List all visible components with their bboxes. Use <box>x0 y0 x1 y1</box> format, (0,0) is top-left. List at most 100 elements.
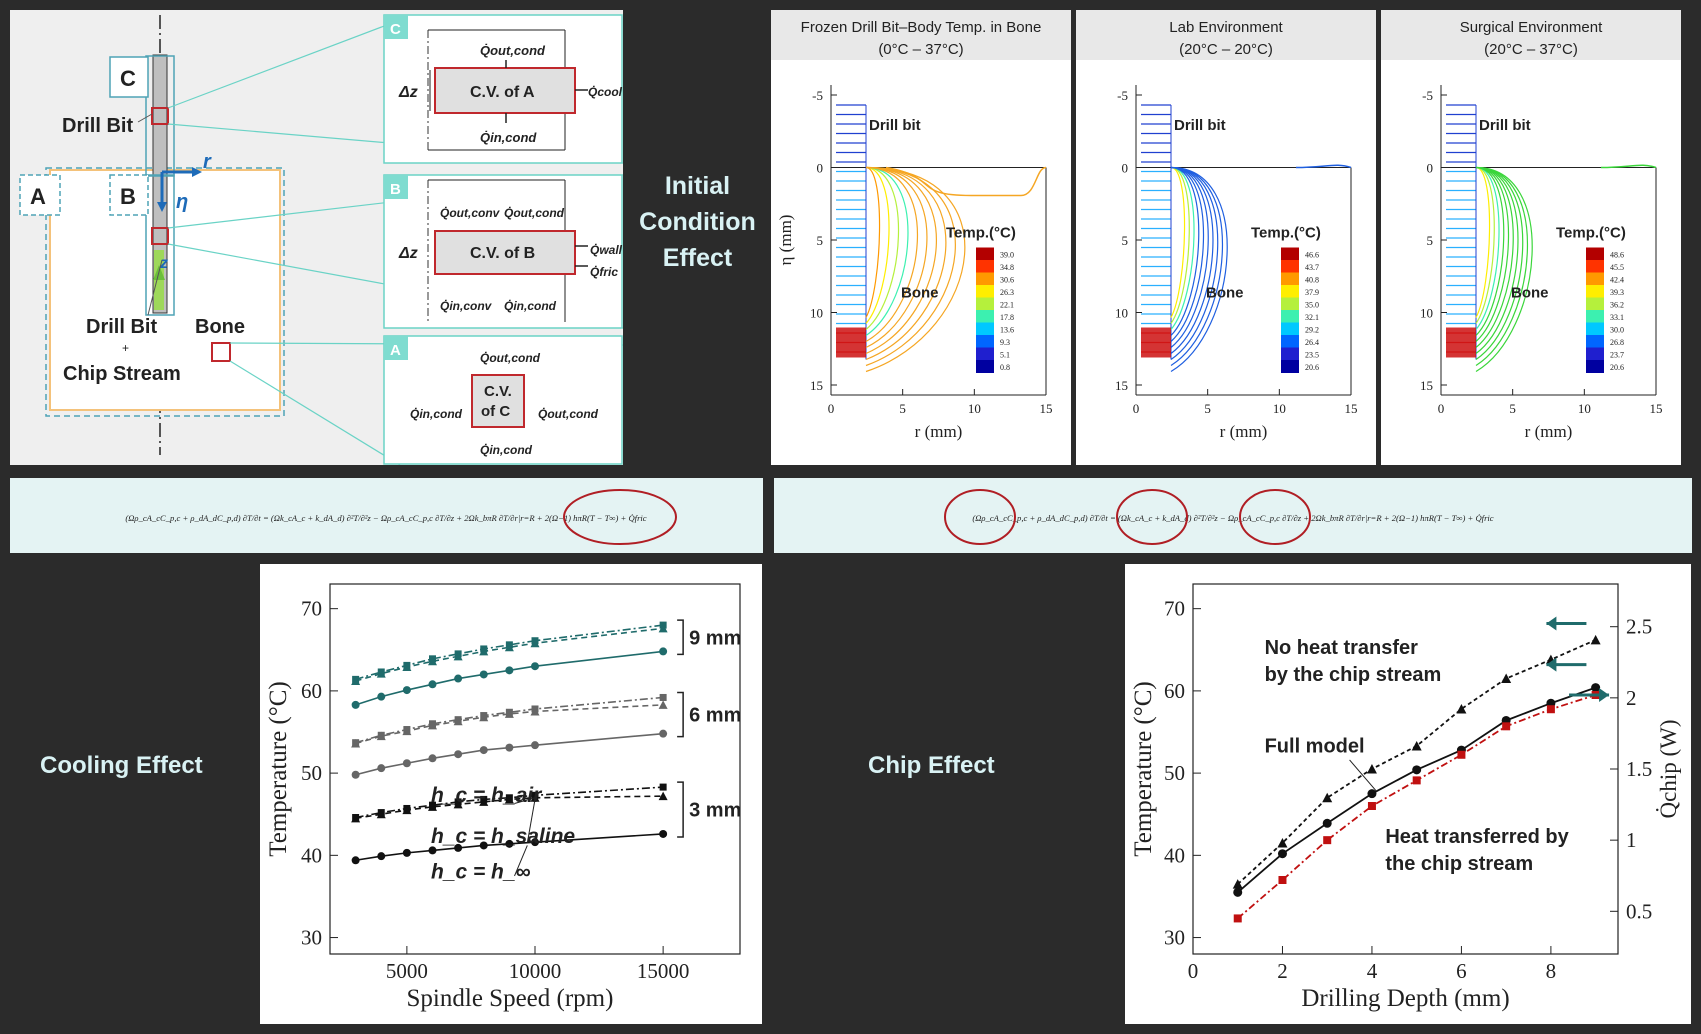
legend-value: 23.7 <box>1610 351 1624 360</box>
contour-xtick: 5 <box>1509 401 1516 416</box>
cool-point <box>454 674 463 683</box>
legend-value: 0.8 <box>1000 363 1010 372</box>
contour-line <box>865 166 938 355</box>
chip-point <box>1366 764 1377 774</box>
cool-point <box>351 739 361 748</box>
contour-line <box>865 166 890 324</box>
cool-point <box>402 759 411 768</box>
chip-xtick: 2 <box>1277 959 1288 983</box>
cool-series-line <box>355 624 664 681</box>
annotation-leader <box>514 797 536 805</box>
eta-arrow-icon <box>157 202 167 212</box>
chip-ytick: 60 <box>1164 679 1185 703</box>
cv-c-dz: Δz <box>398 84 418 101</box>
chip-point <box>1277 838 1288 848</box>
cv-a-tag-box <box>384 336 408 360</box>
hot-zone <box>836 327 866 358</box>
legend-value: 48.6 <box>1610 251 1624 260</box>
chip-xlabel: Drilling Depth (mm) <box>1301 985 1509 1012</box>
cv-b-box <box>434 230 576 275</box>
legend-value: 20.6 <box>1305 363 1319 372</box>
contour-line <box>1170 166 1209 348</box>
contour-title: Lab Environment <box>1169 19 1283 36</box>
label-b-box <box>109 174 149 216</box>
group-label: 9 mm <box>689 627 741 649</box>
legend-swatch <box>976 322 994 336</box>
legend-swatch <box>1281 347 1299 361</box>
drill-bit-column <box>152 54 168 314</box>
legend-swatch <box>976 360 994 373</box>
cool-annotation: h_c = h_saline <box>431 825 575 848</box>
region-c-outline <box>145 55 175 177</box>
legend-swatch <box>976 310 994 323</box>
contour-xtick: 15 <box>1345 401 1358 416</box>
cool-ytick: 40 <box>301 843 322 867</box>
far-field-contour <box>1600 164 1657 169</box>
cool-point <box>531 662 539 671</box>
chip-xtick: 6 <box>1456 959 1467 983</box>
cool-ytick: 50 <box>301 761 322 785</box>
drill-bit-chip-label: Drill Bit <box>86 316 157 338</box>
schematic-panel: r η z C A B Drill Bit Drill Bit + Chip S… <box>10 10 624 466</box>
chip-point <box>1412 776 1421 785</box>
chip-ytick: 50 <box>1164 761 1185 785</box>
contour-ytick: 0 <box>1122 161 1129 176</box>
equation-left: (Ωρ_cA_cC_p,c + ρ_dA_dC_p,d) ∂T/∂t = (Ωk… <box>125 513 646 523</box>
equation-left-svg: (Ωρ_cA_cC_p,c + ρ_dA_dC_p,d) ∂T/∂t = (Ωk… <box>125 489 677 545</box>
contour-title-bar <box>771 10 1071 60</box>
contour-xlabel: r (mm) <box>1220 422 1268 441</box>
contour-subtitle: (20°C – 20°C) <box>1179 41 1273 58</box>
legend-title: Temp.(°C) <box>1556 225 1626 242</box>
cool-point <box>658 791 668 801</box>
cv-a-q-right: Q̇out,cond <box>538 406 599 421</box>
cool-point <box>351 813 361 823</box>
cv-c-q-right: Q̇cool <box>588 84 623 99</box>
contour-line <box>1170 166 1204 342</box>
chip-ytick-right: 1 <box>1626 828 1637 852</box>
legend-value: 39.0 <box>1000 251 1014 260</box>
initial-condition-label: Initial Condition Effect <box>625 168 770 276</box>
legend-swatch <box>1281 297 1299 311</box>
contour-line <box>1475 166 1528 367</box>
chip-point <box>1277 849 1287 859</box>
contour-line <box>1475 166 1505 336</box>
contour-line <box>1170 166 1219 360</box>
cool-xlabel: Spindle Speed (rpm) <box>407 985 614 1012</box>
bone-label: Bone <box>901 285 939 302</box>
contour-panel-0: Frozen Drill Bit–Body Temp. in Bone (0°C … <box>771 10 1071 465</box>
contour-line <box>1170 166 1214 354</box>
cool-point <box>658 700 668 709</box>
contour-line <box>865 166 881 318</box>
cool-ytick: 60 <box>301 679 322 703</box>
chip-annotation: by the chip stream <box>1265 664 1442 686</box>
contour-ytick: -5 <box>1422 88 1433 103</box>
contour-line <box>1170 166 1195 330</box>
cv-a-box-label1: C.V. <box>484 383 512 400</box>
cv-a-q-bottom: Q̇in,cond <box>480 442 533 457</box>
chip-point <box>1367 802 1376 810</box>
contour-xtick: 0 <box>828 401 835 416</box>
chip-leader <box>147 259 163 316</box>
cool-point <box>402 848 411 857</box>
cool-point <box>531 741 539 750</box>
legend-swatch <box>1586 360 1604 373</box>
legend-value: 23.5 <box>1305 351 1319 360</box>
equation-right-highlight-1 <box>944 489 1016 545</box>
contour-subtitle: (0°C – 37°C) <box>878 41 963 58</box>
cool-point <box>351 856 360 865</box>
cool-series-line <box>355 696 664 744</box>
cv-c-tag-box <box>384 15 408 39</box>
left-axis-arrow-icon <box>1546 657 1557 672</box>
drill-bit-label: Drill bit <box>1174 117 1226 134</box>
contour-ytick: -5 <box>1117 88 1128 103</box>
initial-line3: Effect <box>662 244 733 272</box>
chip-xtick: 8 <box>1546 959 1557 983</box>
legend-swatch <box>1281 360 1299 373</box>
chip-point <box>1233 887 1243 897</box>
cool-point <box>402 805 412 815</box>
hot-zone <box>1446 327 1476 358</box>
legend-swatch <box>1281 247 1299 261</box>
cool-point <box>376 669 386 678</box>
legend-value: 45.5 <box>1610 263 1624 272</box>
contour-line <box>1475 166 1514 348</box>
